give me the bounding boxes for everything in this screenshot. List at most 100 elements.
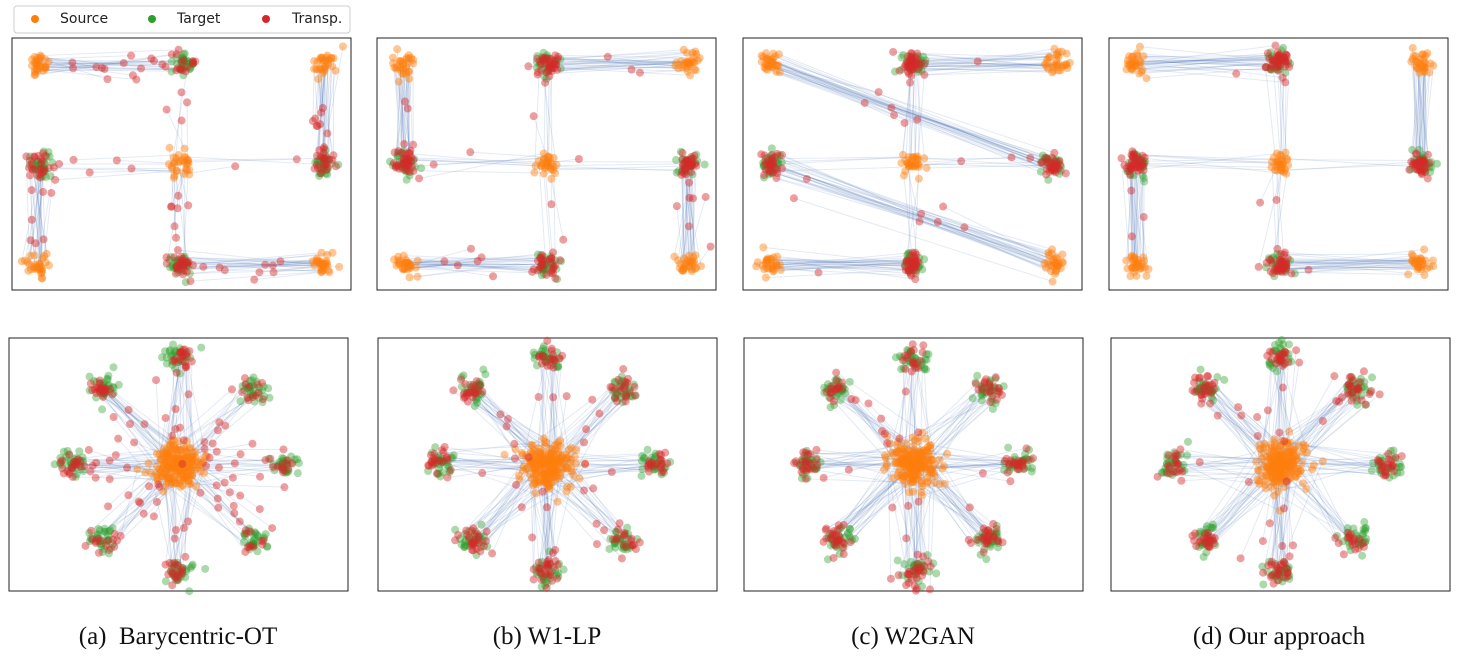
source-point <box>327 53 336 62</box>
transported-point <box>540 59 549 68</box>
source-point <box>183 157 192 166</box>
transported-point <box>152 497 161 506</box>
transported-point <box>33 171 42 180</box>
transport-line <box>316 73 324 127</box>
source-point <box>688 258 697 267</box>
target-point <box>189 59 198 68</box>
transport-line <box>691 166 695 262</box>
transported-point <box>34 165 43 174</box>
transported-point <box>890 111 899 120</box>
transported-point <box>588 395 597 404</box>
source-point <box>34 265 43 274</box>
target-point <box>544 61 553 70</box>
transported-point <box>544 66 553 75</box>
source-point <box>170 158 179 167</box>
source-point <box>542 438 551 447</box>
target-point <box>674 167 683 176</box>
target-point <box>176 65 185 74</box>
transported-point <box>161 413 170 422</box>
transported-point <box>184 517 193 526</box>
transported-point <box>170 253 179 262</box>
source-point <box>542 157 551 166</box>
transport-line <box>546 50 696 60</box>
target-point <box>327 159 336 168</box>
transported-point <box>236 491 245 500</box>
target-point <box>319 156 328 165</box>
transport-line <box>679 226 690 269</box>
transport-line <box>402 63 408 163</box>
target-point <box>677 168 686 177</box>
transported-point <box>1127 157 1136 166</box>
transport-line <box>173 157 188 263</box>
transported-point <box>30 152 39 161</box>
transported-point <box>502 422 511 431</box>
transport-line <box>34 57 152 76</box>
transported-point <box>179 266 188 275</box>
source-point <box>682 64 691 73</box>
transported-point <box>603 52 612 61</box>
transported-point <box>280 483 289 492</box>
source-point <box>45 261 54 270</box>
transported-point <box>512 480 521 489</box>
source-point <box>547 465 556 474</box>
source-point <box>1142 271 1151 280</box>
transported-point <box>449 386 458 395</box>
transported-point <box>394 164 403 173</box>
transported-point <box>99 393 108 402</box>
transported-point <box>248 393 257 402</box>
source-point <box>172 154 181 163</box>
transported-point <box>900 118 909 127</box>
source-point <box>316 53 325 62</box>
transported-point <box>607 468 616 477</box>
transported-point <box>672 202 681 211</box>
transported-point <box>839 520 848 529</box>
transported-point <box>255 268 264 277</box>
transported-point <box>312 121 321 130</box>
transport-line <box>396 67 405 164</box>
transported-point <box>85 168 94 177</box>
transported-point <box>132 75 141 84</box>
transported-point <box>1273 244 1282 253</box>
transport-line <box>682 159 685 269</box>
transport-line <box>528 65 691 76</box>
transported-point <box>188 58 197 67</box>
transport-line <box>35 172 44 268</box>
target-point <box>98 405 107 414</box>
transport-line <box>45 60 155 70</box>
transported-point <box>152 376 161 385</box>
target-point <box>94 524 103 533</box>
target-point <box>397 148 406 157</box>
transported-point <box>114 434 123 443</box>
transported-point <box>258 378 267 387</box>
transport-line <box>29 163 42 256</box>
transport-line <box>406 57 410 172</box>
transported-point <box>92 63 101 72</box>
transport-line <box>48 61 166 68</box>
target-point <box>479 365 488 374</box>
transported-point <box>939 202 948 211</box>
source-point <box>678 266 687 275</box>
source-point <box>323 250 332 259</box>
source-point <box>165 461 174 470</box>
transported-point <box>528 267 537 276</box>
source-point <box>1282 154 1291 163</box>
transported-point <box>534 558 543 567</box>
transported-point <box>312 151 321 160</box>
transported-point <box>172 264 181 273</box>
source-point <box>693 56 702 65</box>
transport-line <box>417 260 556 267</box>
source-point <box>30 65 39 74</box>
transported-point <box>657 468 666 477</box>
transport-line <box>40 177 42 268</box>
source-point <box>313 256 322 265</box>
source-point <box>678 63 687 72</box>
source-point <box>181 165 190 174</box>
target-point <box>402 175 411 184</box>
target-point <box>547 267 556 276</box>
source-point <box>680 254 689 263</box>
target-point <box>184 57 193 66</box>
transport-line <box>677 155 695 261</box>
transport-line <box>188 261 322 269</box>
source-point <box>909 477 918 486</box>
source-point <box>542 473 551 482</box>
